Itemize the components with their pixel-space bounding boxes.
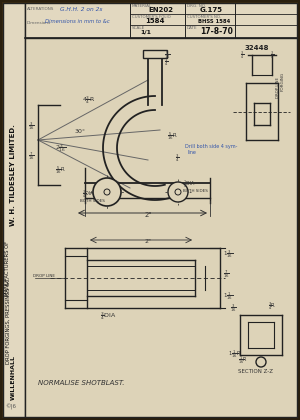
Text: CUSTOMER'S NO.: CUSTOMER'S NO. [187, 15, 221, 19]
Text: DROP FORGINGS, PRESSINGS &C.: DROP FORGINGS, PRESSINGS &C. [5, 276, 10, 364]
Text: $1\frac{1}{16}$: $1\frac{1}{16}$ [223, 290, 233, 302]
Text: $2\frac{3}{16}$: $2\frac{3}{16}$ [55, 142, 67, 154]
Text: FORGING: FORGING [281, 72, 285, 91]
Text: DRG. NO.: DRG. NO. [187, 4, 206, 8]
Text: G.H.H. 2 on 2s: G.H.H. 2 on 2s [60, 7, 102, 12]
Text: DROP LINE: DROP LINE [276, 77, 280, 98]
Text: BHSS 1584: BHSS 1584 [198, 19, 230, 24]
Text: DROP LINE: DROP LINE [33, 274, 55, 278]
Text: Dimensions in mm to &c: Dimensions in mm to &c [45, 19, 110, 24]
Text: ALTERATIONS: ALTERATIONS [27, 7, 54, 11]
Text: line: line [188, 150, 197, 155]
Circle shape [256, 357, 266, 367]
Text: BOTH SIDES: BOTH SIDES [80, 199, 105, 203]
Text: 17-8-70: 17-8-70 [200, 27, 233, 36]
Text: $\frac{1}{4}$: $\frac{1}{4}$ [164, 56, 168, 68]
Text: $\frac{5}{16}$R: $\frac{5}{16}$R [55, 164, 66, 176]
Text: BOTH SIDES: BOTH SIDES [183, 189, 208, 193]
Text: NORMALISE SHOTBLAST.: NORMALISE SHOTBLAST. [38, 380, 124, 386]
Text: 1584: 1584 [145, 18, 164, 24]
Text: EN202: EN202 [148, 7, 173, 13]
Circle shape [93, 178, 121, 206]
Text: $\frac{3}{4}$: $\frac{3}{4}$ [175, 152, 179, 164]
Text: $\frac{7}{16}$: $\frac{7}{16}$ [28, 150, 35, 162]
Text: 2": 2" [145, 239, 152, 244]
Text: $\frac{3}{16}$: $\frac{3}{16}$ [28, 121, 35, 132]
Text: $4\frac{3}{4}$R: $4\frac{3}{4}$R [82, 94, 96, 106]
Text: $1\frac{3}{16}$: $1\frac{3}{16}$ [223, 248, 233, 260]
Text: 2": 2" [144, 212, 152, 218]
Text: $\frac{3}{4}$: $\frac{3}{4}$ [270, 50, 274, 61]
Bar [143, 50, 167, 58]
Text: Drill both side 4 sym-: Drill both side 4 sym- [185, 144, 237, 149]
Text: $\frac{3}{4}$R: $\frac{3}{4}$R [268, 300, 277, 312]
Text: $\frac{3}{4}$DIA: $\frac{3}{4}$DIA [82, 189, 95, 200]
Text: SCALE: SCALE [132, 26, 145, 30]
Text: $\frac{5}{16}$R: $\frac{5}{16}$R [167, 130, 178, 142]
Text: $\frac{3}{4}$: $\frac{3}{4}$ [240, 50, 244, 61]
Text: 1/1: 1/1 [140, 30, 151, 35]
Bar [3, 3, 25, 417]
Bar [25, 3, 297, 38]
Text: $1\frac{1}{16}$R: $1\frac{1}{16}$R [228, 348, 242, 360]
Text: ©|6: ©|6 [5, 403, 16, 410]
Text: $\frac{1}{4}$DIA: $\frac{1}{4}$DIA [183, 178, 196, 190]
Text: G.175: G.175 [200, 7, 223, 13]
Text: $\frac{1}{16}$R: $\frac{1}{16}$R [238, 354, 248, 366]
Text: $\frac{3}{4}$DIA: $\frac{3}{4}$DIA [100, 310, 116, 322]
Text: DATE: DATE [187, 26, 198, 30]
Text: SECTION Z-Z: SECTION Z-Z [238, 369, 273, 374]
Text: 30°: 30° [75, 129, 86, 134]
Text: $\frac{3}{16}$: $\frac{3}{16}$ [230, 302, 237, 314]
Text: $\frac{5}{16}$: $\frac{5}{16}$ [164, 49, 171, 61]
Text: MATERIAL: MATERIAL [132, 4, 152, 8]
Text: W. H. TILDESLEY LIMITED.: W. H. TILDESLEY LIMITED. [10, 124, 16, 226]
Text: $\frac{7}{16}$: $\frac{7}{16}$ [223, 268, 230, 280]
Text: CUSTOMER'S FOLIO: CUSTOMER'S FOLIO [132, 15, 171, 19]
Text: MANUFACTURERS OF: MANUFACTURERS OF [5, 240, 10, 296]
Text: WILLENHALL: WILLENHALL [11, 355, 16, 401]
Text: Dimensions: Dimensions [27, 21, 51, 25]
Circle shape [168, 182, 188, 202]
Text: 32448: 32448 [245, 45, 269, 51]
